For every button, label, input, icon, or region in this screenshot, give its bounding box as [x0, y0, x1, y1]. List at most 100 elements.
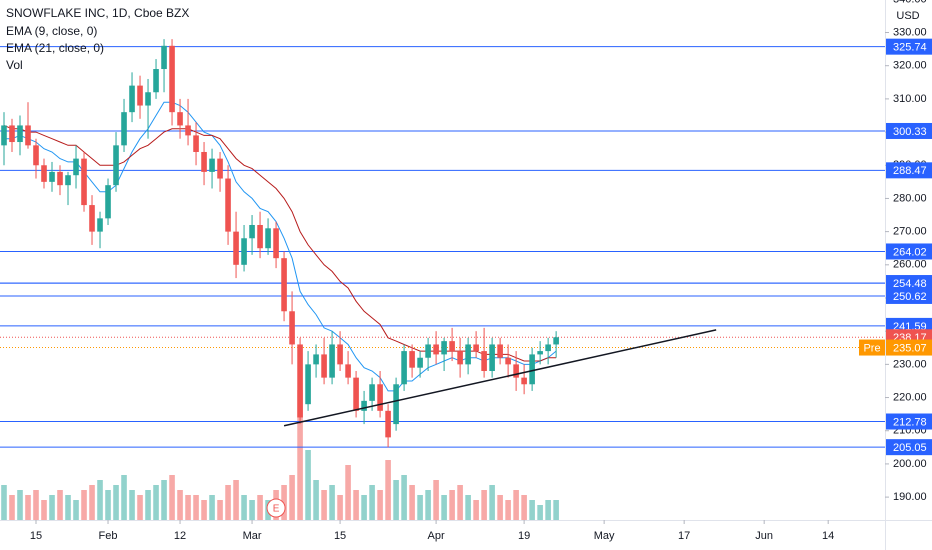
volume-bar [369, 485, 375, 520]
volume-bar [305, 450, 311, 520]
candle-body [361, 400, 367, 411]
y-tick-label: 310.00 [893, 93, 927, 105]
volume-bar [441, 495, 447, 520]
volume-bar [417, 495, 423, 520]
candle-body [265, 228, 271, 249]
x-tick-label: 12 [174, 530, 186, 542]
volume-bar [537, 505, 543, 520]
candle-body [473, 344, 479, 352]
candle-body [305, 364, 311, 405]
volume-bar [433, 480, 439, 520]
legend-entry: Vol [6, 58, 23, 72]
candle-body [297, 344, 303, 418]
candle-body [249, 224, 255, 239]
candle-body [33, 145, 39, 166]
volume-bar [57, 490, 63, 520]
volume-bar [89, 485, 95, 520]
volume-bar [209, 495, 215, 520]
volume-bar [105, 490, 111, 520]
volume-bar [17, 490, 23, 520]
ema-line [4, 101, 557, 392]
plot [0, 39, 885, 520]
candle-body [497, 344, 503, 358]
y-tick-label: 190.00 [893, 491, 927, 503]
candle-body [241, 238, 247, 265]
x-tick-label: Apr [428, 530, 445, 542]
level-label-box [886, 439, 932, 456]
candle-body [337, 344, 343, 365]
y-tick-label: 200.00 [893, 458, 927, 470]
candle-body [41, 165, 47, 182]
earnings-label: E [273, 504, 280, 515]
candle-body [97, 218, 103, 232]
volume-bar [361, 495, 367, 520]
candle-body [377, 384, 383, 411]
candle-body [409, 351, 415, 368]
candle-body [153, 69, 159, 93]
y-tick-label: 330.00 [893, 26, 927, 38]
y-tick-label: 230.00 [893, 358, 927, 370]
level-label-box [886, 287, 932, 304]
candle-body [25, 125, 31, 146]
candle-body [17, 125, 23, 143]
candle-body [193, 135, 199, 152]
volume-bar [393, 480, 399, 520]
candle-body [425, 344, 431, 358]
y-tick-label: 260.00 [893, 259, 927, 271]
candle-body [345, 364, 351, 378]
currency-label: USD [896, 10, 919, 22]
volume-bar [201, 500, 207, 520]
volume-bar [241, 495, 247, 520]
trendline [283, 329, 717, 427]
ema-line [3, 124, 557, 362]
pre-market-label-box [886, 339, 932, 356]
volume-bar [97, 480, 103, 520]
candle-body [9, 125, 15, 143]
volume-bar [329, 485, 335, 520]
candle-body [553, 337, 559, 345]
volume-bar [497, 495, 503, 520]
level-label: 288.47 [893, 165, 927, 177]
volume-bar [553, 500, 559, 520]
volume-bar [337, 495, 343, 520]
volume-bar [257, 495, 263, 520]
chart-title: SNOWFLAKE INC, 1D, Cboe BZX [6, 6, 189, 20]
volume-bar [225, 485, 231, 520]
volume-bar [473, 500, 479, 520]
candle-body [369, 384, 375, 401]
pre-tag: Pre [863, 342, 880, 354]
candle-body [121, 112, 127, 146]
candle-body [1, 125, 7, 146]
candle-body [257, 224, 263, 249]
candle-body [513, 364, 519, 378]
x-tick-label: 19 [518, 530, 530, 542]
volume-bar [481, 490, 487, 520]
x-tick-label: May [594, 530, 615, 542]
volume-bar [249, 500, 255, 520]
level-label: 300.33 [893, 126, 927, 138]
candle-body [145, 92, 151, 106]
volume-bar [401, 475, 407, 520]
candle-body [537, 351, 543, 355]
candle-body [465, 344, 471, 365]
volume-bar [65, 495, 71, 520]
candle-body [225, 178, 231, 232]
volume-bar [521, 495, 527, 520]
y-tick-label: 270.00 [893, 226, 927, 238]
volume-bar [121, 475, 127, 520]
volume-bar [137, 495, 143, 520]
volume-bar [449, 490, 455, 520]
candle-body [113, 145, 119, 186]
candle-body [353, 377, 359, 411]
level-label-box [886, 243, 932, 260]
volume-bar [233, 480, 239, 520]
level-label: 212.78 [893, 416, 927, 428]
volume-bar [297, 390, 303, 520]
candle-body [209, 158, 215, 172]
candle-body [385, 410, 391, 438]
pre-tag-box [859, 339, 885, 356]
candle-body [217, 158, 223, 179]
candle-body [529, 354, 535, 385]
volume-bar [73, 500, 79, 520]
